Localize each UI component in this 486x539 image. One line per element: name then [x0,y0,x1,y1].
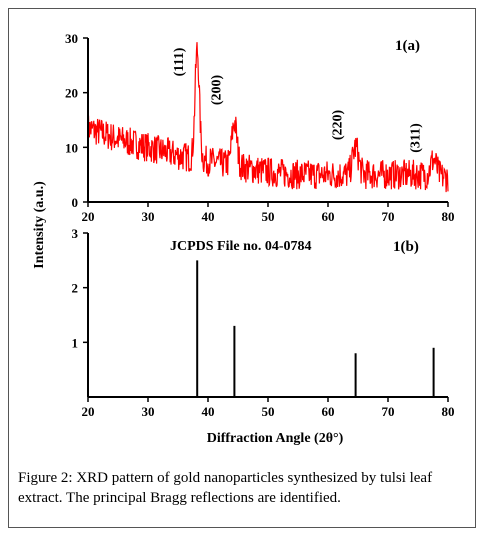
x-tick-label: 60 [322,209,335,224]
y-tick-label: 1 [72,335,79,350]
panel-b-plot-area [196,260,435,397]
figure-frame [8,8,476,528]
panel-b: 20 30 40 50 60 70 80 1 2 3 JCPDS File no. 04-078… [72,226,455,446]
y-axis-label: Intensity (a.u.) [32,181,47,269]
caption-figure-label: Figure 2: [18,470,73,486]
x-tick-label: 40 [202,209,215,224]
panel-a-x-ticks: 20 30 40 50 60 70 80 [82,202,455,224]
y-tick-label: 3 [72,226,79,241]
figure-caption: Figure 2: XRD pattern of gold nanopartic… [18,468,470,508]
panel-a-peak-labels: (111) (200) (220) (311) [172,47,423,153]
x-tick-label: 30 [142,209,155,224]
x-tick-label: 70 [382,404,395,419]
xrd-pattern-line [87,42,449,193]
caption-text: XRD pattern of gold nanoparticles synthe… [18,470,433,506]
y-tick-label: 20 [65,86,78,101]
peak-label: (111) [172,47,187,76]
panel-a-plot-area [87,42,449,193]
x-tick-label: 50 [262,209,275,224]
panel-b-subtitle: JCPDS File no. 04-0784 [170,239,312,254]
x-tick-label: 20 [82,404,95,419]
x-tick-label: 70 [382,209,395,224]
x-tick-label: 60 [322,404,335,419]
panel-b-y-ticks: 1 2 3 [72,226,88,350]
panel-b-x-ticks: 20 30 40 50 60 70 80 [82,397,455,419]
panel-a-y-ticks: 0 10 20 30 [65,31,88,210]
peak-label: (220) [331,110,346,141]
peak-label: (311) [409,123,424,153]
panel-a: 20 30 40 50 60 70 80 0 10 20 30 (111) (200) (220) (3… [65,31,455,224]
x-tick-label: 80 [442,404,455,419]
x-tick-label: 80 [442,209,455,224]
peak-label: (200) [209,75,224,106]
y-tick-label: 0 [72,195,79,210]
y-tick-label: 2 [72,281,79,296]
panel-a-label: 1(a) [395,38,420,54]
y-tick-label: 30 [65,31,78,46]
x-tick-label: 40 [202,404,215,419]
x-tick-label: 20 [82,209,95,224]
x-axis-label: Diffraction Angle (2θ°) [207,431,344,446]
x-tick-label: 50 [262,404,275,419]
y-tick-label: 10 [65,140,78,155]
panel-b-label: 1(b) [393,239,419,255]
x-tick-label: 30 [142,404,155,419]
